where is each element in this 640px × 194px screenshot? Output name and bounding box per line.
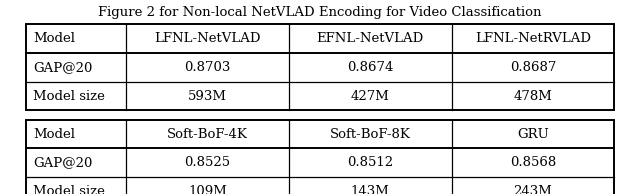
- Text: 593M: 593M: [188, 89, 227, 103]
- Text: 427M: 427M: [351, 89, 390, 103]
- Text: GRU: GRU: [517, 127, 549, 141]
- Text: 0.8674: 0.8674: [347, 61, 394, 74]
- Text: EFNL-NetVLAD: EFNL-NetVLAD: [317, 32, 424, 45]
- Text: 143M: 143M: [351, 185, 390, 194]
- Text: 109M: 109M: [188, 185, 227, 194]
- Text: Soft-BoF-4K: Soft-BoF-4K: [167, 127, 248, 141]
- Bar: [26, 24, 614, 110]
- Text: LFNL-NetVLAD: LFNL-NetVLAD: [154, 32, 260, 45]
- Bar: [26, 120, 614, 194]
- Bar: [26, 24, 614, 110]
- Text: Model size: Model size: [33, 89, 105, 103]
- Text: Soft-BoF-8K: Soft-BoF-8K: [330, 127, 411, 141]
- Text: GAP@20: GAP@20: [33, 61, 93, 74]
- Bar: [26, 120, 614, 194]
- Text: 0.8687: 0.8687: [510, 61, 556, 74]
- Text: 0.8568: 0.8568: [510, 156, 556, 169]
- Text: Model: Model: [33, 32, 76, 45]
- Text: 0.8703: 0.8703: [184, 61, 230, 74]
- Text: Figure 2 for Non-local NetVLAD Encoding for Video Classification: Figure 2 for Non-local NetVLAD Encoding …: [99, 6, 541, 19]
- Text: 0.8512: 0.8512: [347, 156, 394, 169]
- Text: GAP@20: GAP@20: [33, 156, 93, 169]
- Text: Model size: Model size: [33, 185, 105, 194]
- Text: 0.8525: 0.8525: [184, 156, 230, 169]
- Text: 243M: 243M: [513, 185, 552, 194]
- Text: 478M: 478M: [513, 89, 552, 103]
- Text: Model: Model: [33, 127, 76, 141]
- Text: LFNL-NetRVLAD: LFNL-NetRVLAD: [475, 32, 591, 45]
